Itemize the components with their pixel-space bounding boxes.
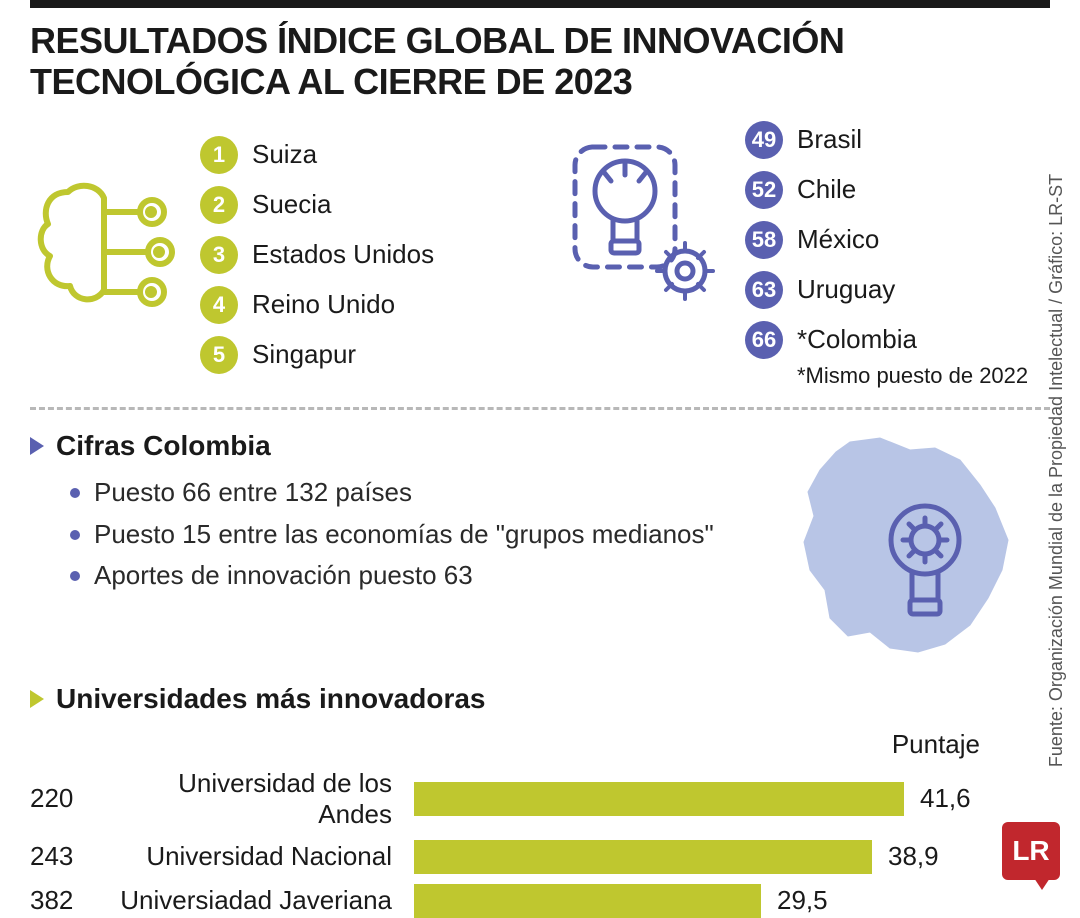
- rank-badge: 3: [200, 236, 238, 274]
- rank-item: 63 Uruguay: [745, 271, 1028, 309]
- rank-item: 2 Suecia: [200, 186, 434, 224]
- rank-badge: 2: [200, 186, 238, 224]
- cifras-title: Cifras Colombia: [56, 430, 271, 462]
- rank-badge: 1: [200, 136, 238, 174]
- rank-label: Uruguay: [797, 274, 895, 305]
- top-rule: [30, 0, 1050, 8]
- rank-label: Singapur: [252, 339, 356, 370]
- rank-label: Suecia: [252, 189, 332, 220]
- rank-badge: 63: [745, 271, 783, 309]
- cifras-item: Puesto 15 entre las economías de "grupos…: [70, 518, 750, 552]
- latam-rankings: 49 Brasil 52 Chile 58 México 63 Uruguay 66 *Colom…: [555, 121, 1050, 389]
- rankings-section: 1 Suiza 2 Suecia 3 Estados Unidos 4 Reino Unido…: [30, 121, 1050, 389]
- rank-badge: 5: [200, 336, 238, 374]
- university-bar: [414, 884, 761, 918]
- rank-label: México: [797, 224, 879, 255]
- rank-badge: 58: [745, 221, 783, 259]
- rank-badge: 49: [745, 121, 783, 159]
- university-row: 382 Universiadad Javeriana 29,5: [30, 884, 1050, 918]
- rank-item: 52 Chile: [745, 171, 1028, 209]
- bullet-icon: [70, 571, 80, 581]
- rank-label: Estados Unidos: [252, 239, 434, 270]
- cifras-item: Aportes de innovación puesto 63: [70, 559, 750, 593]
- dashed-divider: [30, 407, 1050, 410]
- colombia-map-icon: [770, 430, 1050, 665]
- latam-footnote: *Mismo puesto de 2022: [797, 363, 1028, 389]
- universities-header: Universidades más innovadoras: [30, 683, 1050, 715]
- rank-item: 49 Brasil: [745, 121, 1028, 159]
- cifras-header: Cifras Colombia: [30, 430, 750, 462]
- rank-item: 66 *Colombia: [745, 321, 1028, 359]
- rank-item: 4 Reino Unido: [200, 286, 434, 324]
- universities-title: Universidades más innovadoras: [56, 683, 486, 715]
- university-score: 38,9: [888, 841, 939, 872]
- rank-label: Suiza: [252, 139, 317, 170]
- university-name: Universidad Nacional: [102, 841, 402, 872]
- lightbulb-gear-icon: [555, 121, 725, 326]
- university-name: Universidad de los Andes: [102, 768, 402, 830]
- bullet-icon: [70, 530, 80, 540]
- rank-item: 5 Singapur: [200, 336, 434, 374]
- top-rankings: 1 Suiza 2 Suecia 3 Estados Unidos 4 Reino Unido…: [30, 121, 525, 389]
- arrow-marker-icon: [30, 690, 44, 708]
- university-rank: 243: [30, 841, 90, 872]
- rank-item: 3 Estados Unidos: [200, 236, 434, 274]
- university-bar: [414, 840, 872, 874]
- rank-item: 1 Suiza: [200, 136, 434, 174]
- innovation-brain-icon: [30, 162, 180, 347]
- university-rank: 220: [30, 783, 90, 814]
- university-bar: [414, 782, 904, 816]
- university-name: Universiadad Javeriana: [102, 885, 402, 916]
- university-score: 29,5: [777, 885, 828, 916]
- rank-badge: 4: [200, 286, 238, 324]
- page-title: RESULTADOS ÍNDICE GLOBAL DE INNOVACIÓN T…: [30, 20, 1050, 103]
- university-score: 41,6: [920, 783, 971, 814]
- rank-label: *Colombia: [797, 324, 917, 355]
- bullet-icon: [70, 488, 80, 498]
- rank-label: Brasil: [797, 124, 862, 155]
- source-credit: Fuente: Organización Mundial de la Propi…: [1042, 130, 1072, 810]
- arrow-marker-icon: [30, 437, 44, 455]
- cifras-item: Puesto 66 entre 132 países: [70, 476, 750, 510]
- rank-label: Reino Unido: [252, 289, 395, 320]
- rank-badge: 52: [745, 171, 783, 209]
- score-column-label: Puntaje: [30, 729, 1050, 760]
- rank-label: Chile: [797, 174, 856, 205]
- university-row: 220 Universidad de los Andes 41,6: [30, 768, 1050, 830]
- rank-item: 58 México: [745, 221, 1028, 259]
- universities-section: Universidades más innovadoras Puntaje 22…: [30, 683, 1050, 918]
- cifras-section: Cifras Colombia Puesto 66 entre 132 país…: [30, 430, 1050, 665]
- lr-logo-icon: LR: [1002, 822, 1060, 880]
- university-row: 243 Universidad Nacional 38,9: [30, 840, 1050, 874]
- rank-badge: 66: [745, 321, 783, 359]
- university-rank: 382: [30, 885, 90, 916]
